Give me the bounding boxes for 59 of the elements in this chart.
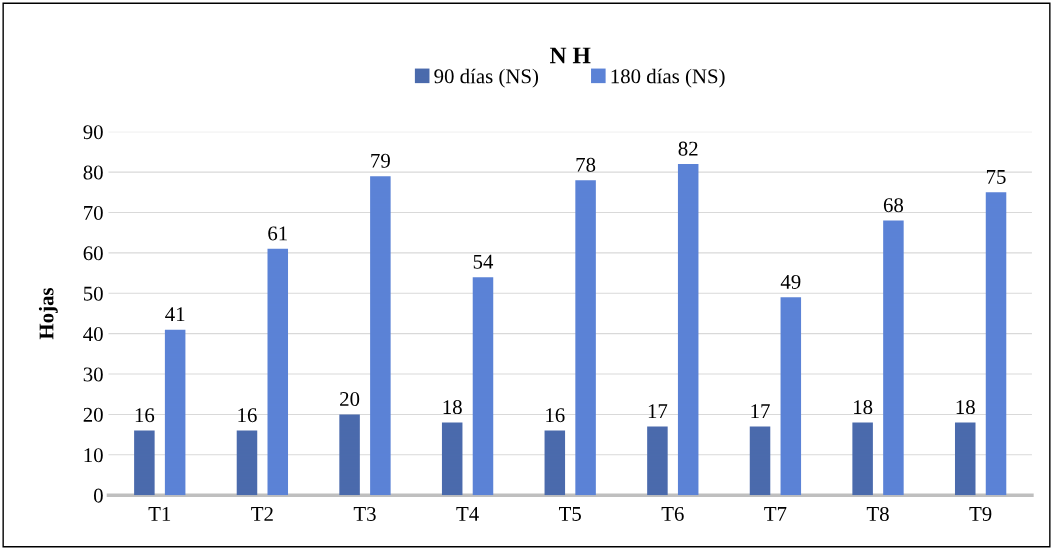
legend-label: 90 días (NS)	[434, 68, 539, 88]
x-tick-label: T8	[866, 506, 889, 521]
bar	[164, 329, 186, 496]
data-label: 61	[268, 226, 287, 241]
x-tick-label: T5	[559, 507, 581, 521]
y-tick-label: 10	[84, 448, 103, 463]
bar	[575, 180, 596, 496]
x-tick-label: T9	[969, 506, 992, 521]
y-tick-label: 50	[83, 286, 103, 301]
bar	[852, 422, 873, 496]
data-label: 79	[371, 153, 390, 168]
bar	[883, 220, 904, 496]
y-tick-label: 80	[83, 165, 103, 180]
data-label: 16	[546, 408, 565, 423]
data-label: 41	[165, 307, 185, 322]
data-label: 16	[135, 408, 155, 423]
y-tick-label: 40	[83, 327, 103, 342]
data-label: 18	[443, 400, 462, 415]
data-label: 20	[340, 391, 360, 407]
data-label: 16	[238, 408, 257, 423]
y-tick-label: 90	[83, 125, 103, 140]
x-tick-label: T6	[661, 506, 684, 521]
chart-title: N H	[549, 47, 591, 64]
bar	[544, 430, 566, 496]
legend-label: 180 días (NS)	[611, 68, 725, 88]
y-tick-label: 30	[83, 367, 103, 382]
data-label: 49	[780, 274, 801, 289]
bar	[677, 164, 699, 496]
data-label: 17	[751, 404, 770, 418]
data-label: 17	[648, 404, 668, 418]
bar	[985, 192, 1007, 496]
data-label: 54	[473, 254, 494, 269]
y-tick-label: 70	[84, 205, 103, 220]
bar	[441, 422, 463, 496]
bar	[339, 414, 360, 496]
bar	[267, 248, 289, 496]
bar	[472, 277, 494, 496]
data-label: 78	[576, 157, 596, 172]
x-tick-label: T4	[456, 507, 479, 521]
x-tick-label: T3	[353, 506, 376, 521]
x-tick-label: T7	[764, 507, 787, 521]
bar	[954, 422, 976, 496]
bar	[749, 426, 771, 496]
y-tick-label: 20	[83, 407, 103, 422]
data-label: 68	[883, 198, 904, 213]
x-tick-label: T2	[251, 506, 273, 521]
data-label: 18	[956, 400, 975, 415]
y-tick-label: 0	[93, 488, 103, 503]
bar	[370, 176, 391, 496]
bar	[236, 430, 258, 496]
x-tick-label: T1	[148, 507, 171, 521]
bar	[780, 297, 802, 496]
bar	[134, 430, 155, 496]
y-axis-title: Hojas	[38, 287, 58, 340]
bar	[647, 426, 668, 496]
data-label: 18	[854, 400, 873, 415]
data-label: 82	[678, 141, 698, 156]
y-tick-label: 60	[83, 246, 103, 261]
data-label: 75	[986, 170, 1006, 184]
